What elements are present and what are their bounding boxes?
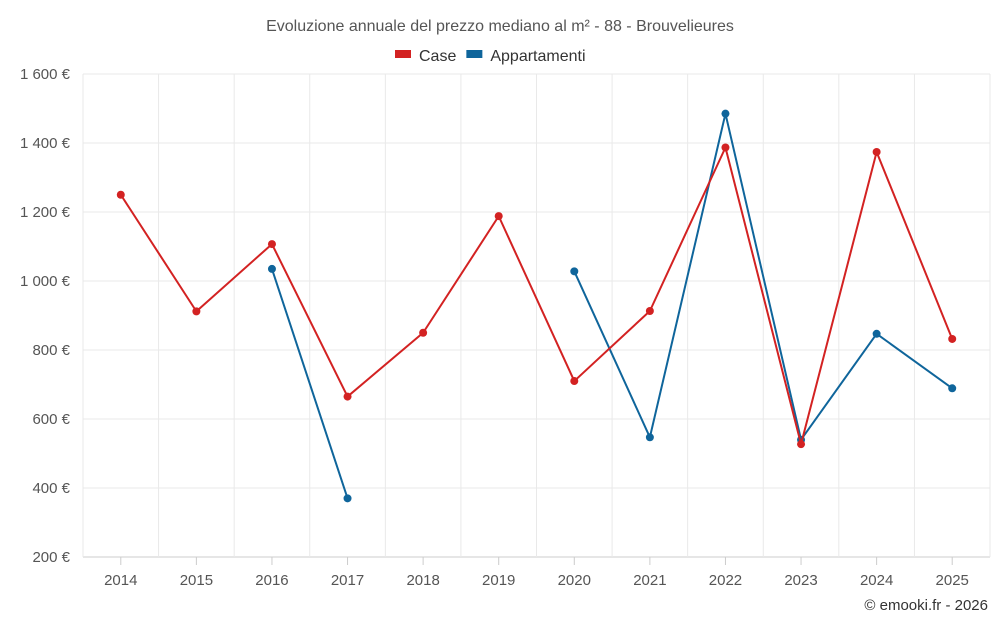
data-point[interactable] <box>948 334 957 343</box>
legend-item-appartamenti[interactable]: Appartamenti <box>466 48 586 65</box>
series-case <box>116 143 957 449</box>
data-point[interactable] <box>267 240 276 249</box>
x-tick-label: 2017 <box>331 572 364 589</box>
y-tick-label: 800 € <box>32 342 70 359</box>
legend-item-case[interactable]: Case <box>395 48 456 65</box>
series-line <box>119 146 954 446</box>
data-point[interactable] <box>343 392 352 401</box>
y-tick-label: 400 € <box>32 480 70 497</box>
data-point[interactable] <box>797 440 806 449</box>
data-point[interactable] <box>872 329 881 338</box>
x-gridlines <box>82 74 991 557</box>
y-tick-label: 1 200 € <box>20 204 71 221</box>
series-line <box>573 112 953 441</box>
x-tick-label: 2022 <box>709 572 742 589</box>
x-tick-label: 2020 <box>558 572 591 589</box>
x-tick-label: 2018 <box>406 572 439 589</box>
y-tick-label: 1 400 € <box>20 135 71 152</box>
data-point[interactable] <box>116 190 125 199</box>
x-tick-label: 2016 <box>255 572 288 589</box>
data-point[interactable] <box>645 433 654 442</box>
y-tick-label: 1 600 € <box>20 66 71 83</box>
data-point[interactable] <box>267 264 276 273</box>
legend-label: Case <box>419 48 456 65</box>
data-point[interactable] <box>343 494 352 503</box>
legend-label: Appartamenti <box>490 48 585 65</box>
chart-title: Evoluzione annuale del prezzo mediano al… <box>266 18 734 35</box>
x-axis-ticks: 2014 2015 2016 2017 2018 2019 2020 2021 2022 2023… <box>104 557 969 589</box>
data-point[interactable] <box>948 384 957 393</box>
legend-swatch <box>466 50 483 58</box>
data-point[interactable] <box>645 307 654 316</box>
x-tick-label: 2025 <box>936 572 969 589</box>
credit-text: © emooki.fr - 2026 <box>864 597 988 614</box>
series-line <box>271 268 349 499</box>
y-axis-ticks: 200 € 400 € 600 € 800 € 1 000 € 1 200 € 1 400 … <box>20 66 71 566</box>
data-point[interactable] <box>494 212 503 221</box>
x-tick-label: 2023 <box>784 572 817 589</box>
x-tick-label: 2019 <box>482 572 515 589</box>
data-point[interactable] <box>721 109 730 118</box>
legend: Case Appartamenti <box>395 48 586 65</box>
y-tick-label: 1 000 € <box>20 273 71 290</box>
series-layer <box>116 109 957 503</box>
x-tick-label: 2014 <box>104 572 137 589</box>
data-point[interactable] <box>570 377 579 386</box>
legend-swatch <box>395 50 411 58</box>
y-tick-label: 200 € <box>32 549 70 566</box>
x-tick-label: 2021 <box>633 572 666 589</box>
data-point[interactable] <box>570 267 579 276</box>
x-tick-label: 2015 <box>180 572 213 589</box>
data-point[interactable] <box>192 307 201 316</box>
data-point[interactable] <box>721 143 730 152</box>
data-point[interactable] <box>872 147 881 156</box>
data-point[interactable] <box>419 328 428 337</box>
x-tick-label: 2024 <box>860 572 893 589</box>
y-tick-label: 600 € <box>32 411 70 428</box>
